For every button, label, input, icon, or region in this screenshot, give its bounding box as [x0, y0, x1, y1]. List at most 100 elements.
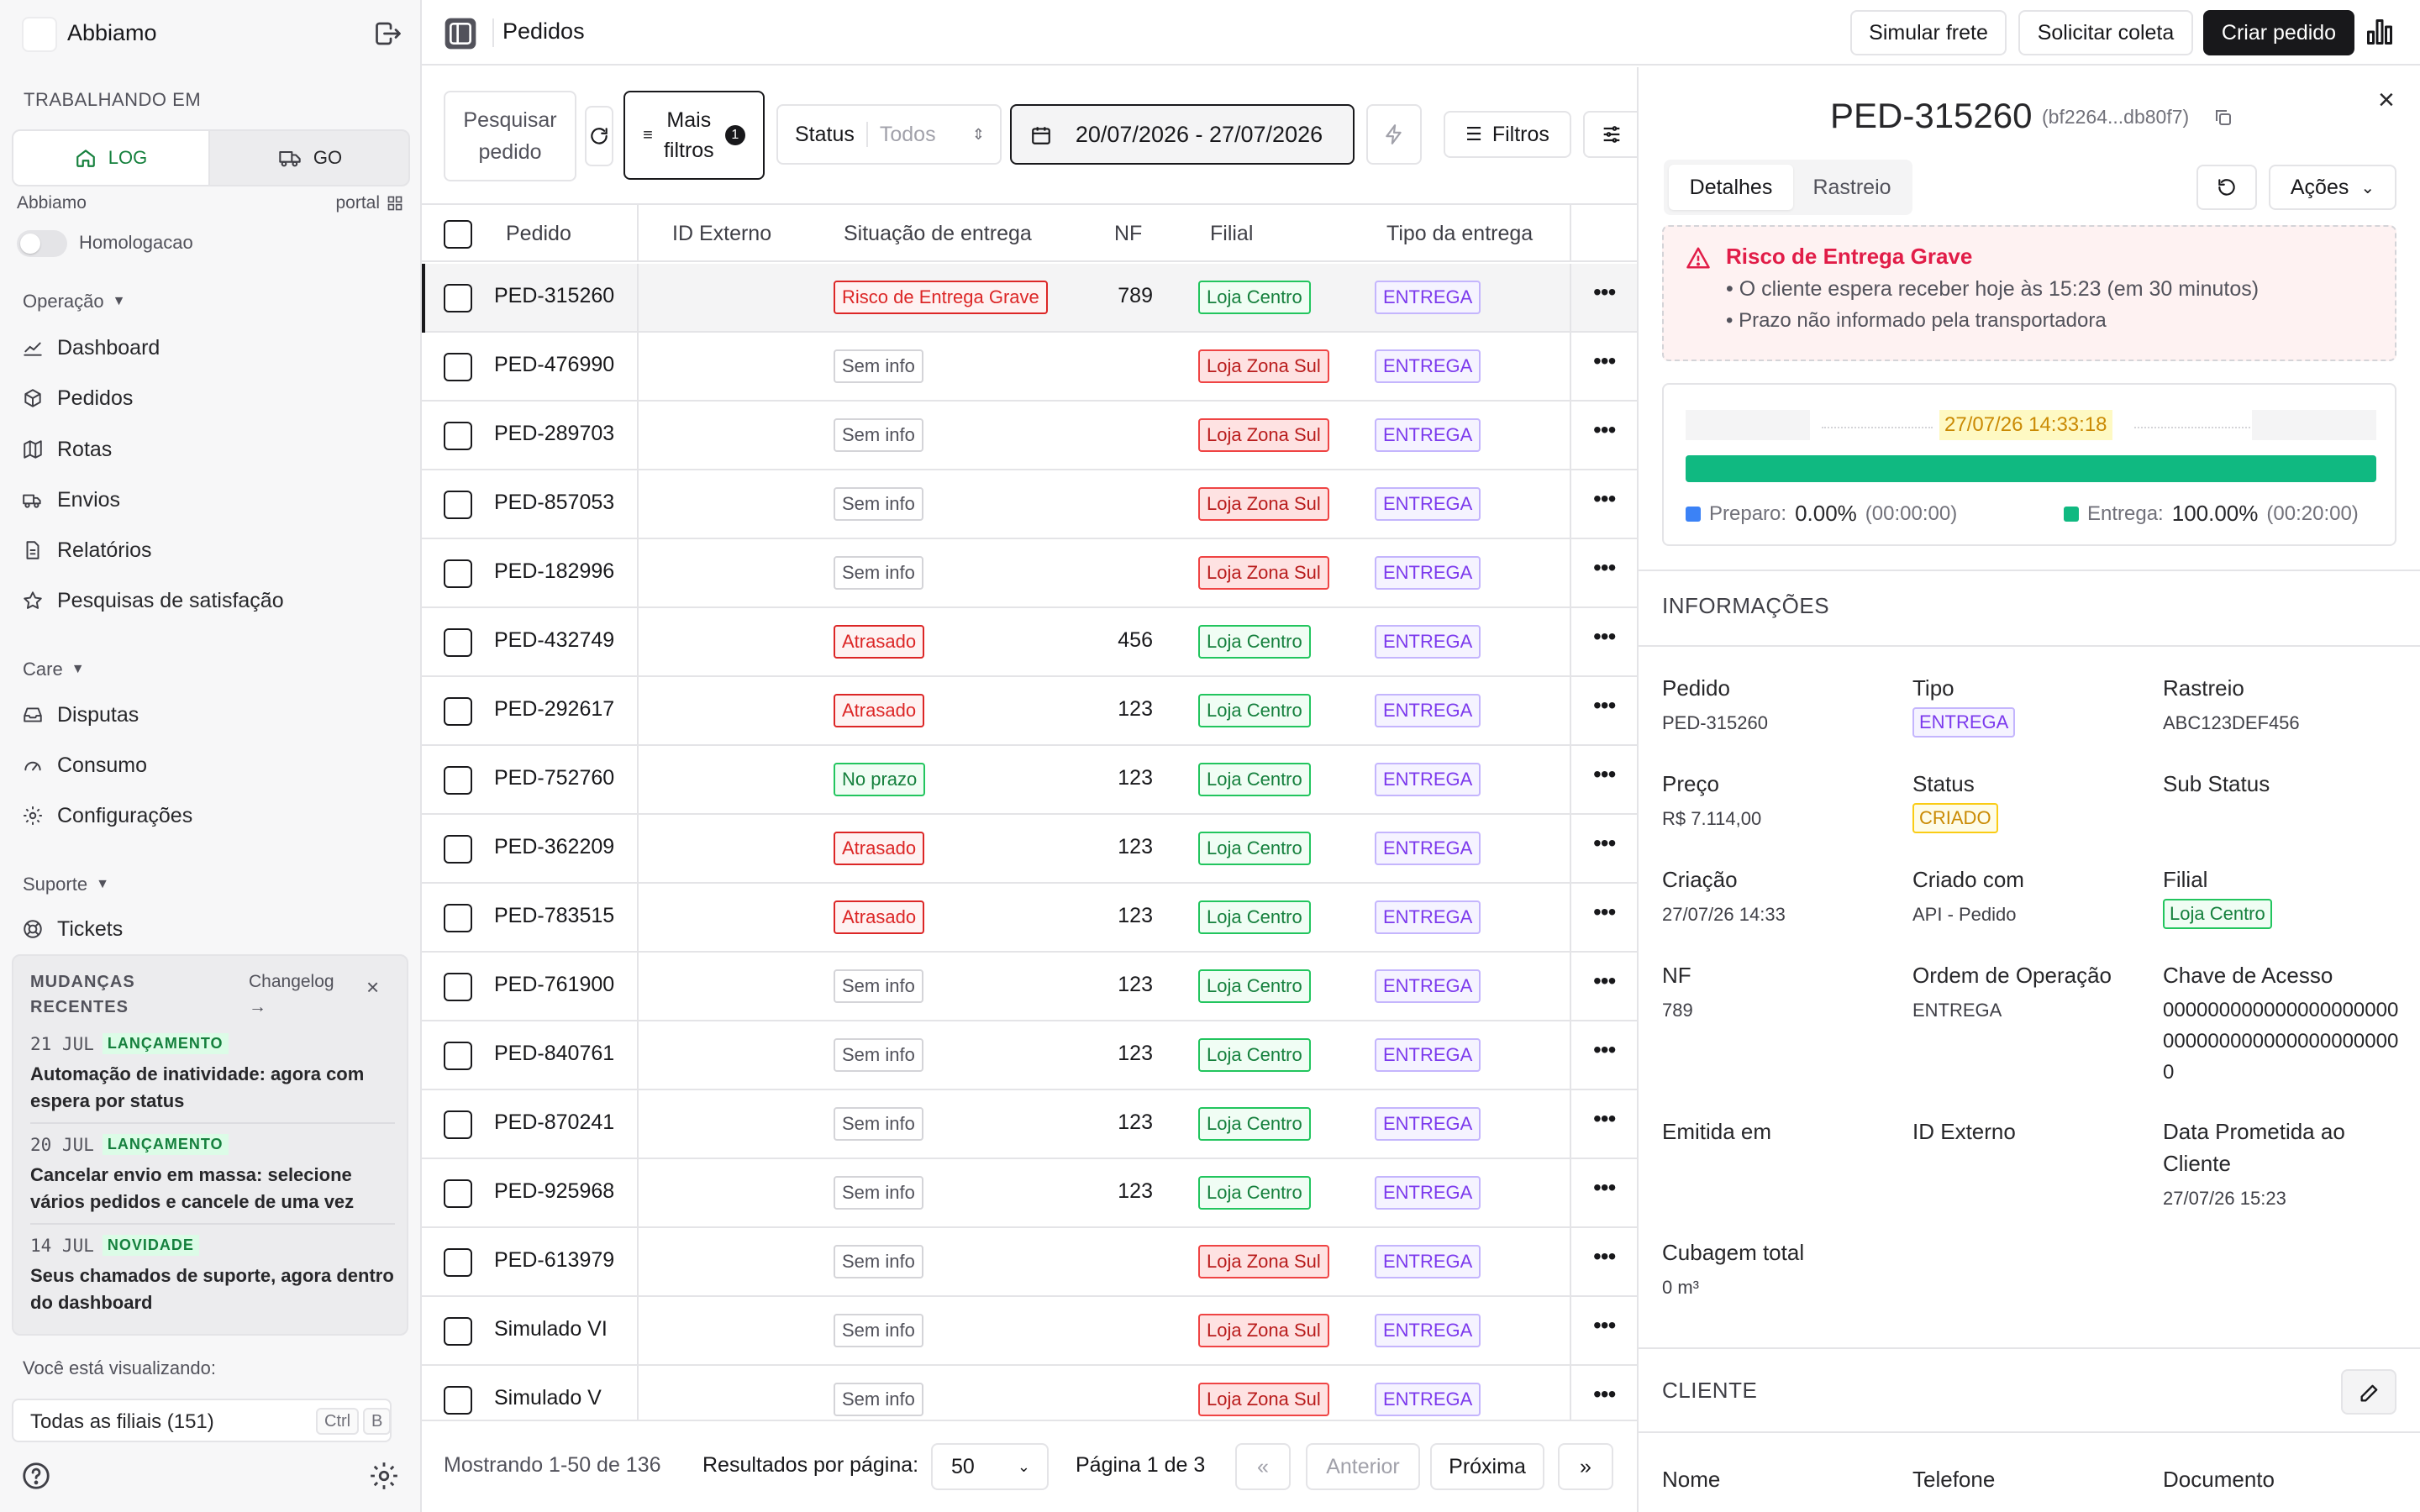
close-icon[interactable]: ×: [366, 974, 380, 1000]
nav-dashboard[interactable]: Dashboard: [22, 331, 160, 365]
org-name[interactable]: Abbiamo: [67, 20, 157, 45]
refresh-button[interactable]: [585, 106, 613, 166]
request-pickup-button[interactable]: Solicitar coleta: [2018, 10, 2193, 55]
column-tipo[interactable]: Tipo da entrega: [1386, 222, 1534, 245]
branch-select[interactable]: Todas as filiais (151) Ctrl B: [12, 1399, 392, 1442]
group-suporte[interactable]: Suporte ▼: [23, 874, 109, 895]
nav-tickets[interactable]: Tickets: [22, 912, 123, 946]
column-situacao[interactable]: Situação de entrega: [844, 222, 1032, 245]
table-row[interactable]: PED-752760 No prazo 123 Loja Centro ENTREGA •…: [422, 746, 1637, 815]
more-filters-button[interactable]: ≡ Mais filtros 1: [623, 91, 765, 180]
more-actions-icon[interactable]: •••: [1593, 1381, 1616, 1407]
portal-link[interactable]: portal: [335, 193, 403, 213]
row-checkbox[interactable]: [444, 904, 472, 932]
row-checkbox[interactable]: [444, 766, 472, 795]
tab-detalhes[interactable]: Detalhes: [1669, 165, 1793, 210]
row-checkbox[interactable]: [444, 835, 472, 864]
table-row[interactable]: PED-432749 Atrasado 456 Loja Centro ENTREGA •…: [422, 608, 1637, 677]
row-checkbox[interactable]: [444, 973, 472, 1001]
row-checkbox[interactable]: [444, 353, 472, 381]
status-select[interactable]: Status Todos ⇕: [776, 104, 1002, 165]
nav-disputas[interactable]: Disputas: [22, 698, 139, 732]
change-item[interactable]: 14 JUL NOVIDADE Seus chamados de suporte,…: [30, 1235, 395, 1316]
row-checkbox[interactable]: [444, 284, 472, 312]
tab-rastreio[interactable]: Rastreio: [1812, 175, 1891, 199]
reload-detail-button[interactable]: [2196, 165, 2257, 210]
row-checkbox[interactable]: [444, 697, 472, 726]
table-row[interactable]: PED-292617 Atrasado 123 Loja Centro ENTREGA •…: [422, 677, 1637, 746]
nav-pesquisas[interactable]: Pesquisas de satisfação: [22, 584, 284, 617]
nav-rotas[interactable]: Rotas: [22, 433, 112, 466]
column-filial[interactable]: Filial: [1210, 222, 1254, 245]
table-row[interactable]: PED-315260 Risco de Entrega Grave 789 Loja …: [422, 264, 1637, 333]
row-checkbox[interactable]: [444, 1042, 472, 1070]
last-page-button[interactable]: »: [1558, 1443, 1613, 1490]
more-actions-icon[interactable]: •••: [1593, 899, 1616, 925]
simulate-freight-button[interactable]: Simular frete: [1850, 10, 2007, 55]
changelog-link[interactable]: Changelog →: [249, 972, 334, 1016]
copy-icon[interactable]: [2213, 108, 2233, 128]
edit-client-button[interactable]: [2341, 1369, 2396, 1415]
column-id-externo[interactable]: ID Externo: [672, 222, 772, 245]
filters-button[interactable]: ☰ Filtros: [1444, 111, 1571, 158]
previous-page-button[interactable]: Anterior: [1306, 1443, 1420, 1490]
row-checkbox[interactable]: [444, 1179, 472, 1208]
nav-relatorios[interactable]: Relatórios: [22, 533, 152, 567]
more-actions-icon[interactable]: •••: [1593, 554, 1616, 580]
more-actions-icon[interactable]: •••: [1593, 279, 1616, 305]
quick-action-button[interactable]: [1366, 104, 1422, 165]
next-page-button[interactable]: Próxima: [1430, 1443, 1544, 1490]
date-range-picker[interactable]: 20/07/2026 - 27/07/2026: [1010, 104, 1355, 165]
row-checkbox[interactable]: [444, 422, 472, 450]
table-row[interactable]: PED-857053 Sem info Loja Zona Sul ENTREGA ••…: [422, 470, 1637, 539]
table-row[interactable]: PED-925968 Sem info 123 Loja Centro ENTREGA •…: [422, 1159, 1637, 1228]
logout-icon[interactable]: [373, 18, 403, 49]
more-actions-icon[interactable]: •••: [1593, 623, 1616, 649]
create-order-button[interactable]: Criar pedido: [2203, 10, 2354, 55]
more-actions-icon[interactable]: •••: [1593, 761, 1616, 787]
row-checkbox[interactable]: [444, 1386, 472, 1415]
first-page-button[interactable]: «: [1235, 1443, 1291, 1490]
more-actions-icon[interactable]: •••: [1593, 1105, 1616, 1131]
more-actions-icon[interactable]: •••: [1593, 968, 1616, 994]
bar-chart-icon[interactable]: [2365, 17, 2395, 47]
group-care[interactable]: Care ▼: [23, 659, 85, 680]
nav-envios[interactable]: Envios: [22, 483, 120, 517]
table-row[interactable]: PED-182996 Sem info Loja Zona Sul ENTREGA ••…: [422, 539, 1637, 608]
change-item[interactable]: 20 JUL LANÇAMENTO Cancelar envio em massa…: [30, 1134, 395, 1215]
row-checkbox[interactable]: [444, 1110, 472, 1139]
row-checkbox[interactable]: [444, 628, 472, 657]
settings-icon[interactable]: [368, 1460, 400, 1492]
more-actions-icon[interactable]: •••: [1593, 417, 1616, 443]
more-actions-icon[interactable]: •••: [1593, 1037, 1616, 1063]
org-logo[interactable]: [22, 17, 57, 52]
environment-toggle[interactable]: [17, 230, 67, 257]
table-row[interactable]: PED-476990 Sem info Loja Zona Sul ENTREGA ••…: [422, 333, 1637, 402]
sidebar-toggle-icon[interactable]: [444, 17, 477, 50]
table-row[interactable]: PED-870241 Sem info 123 Loja Centro ENTREGA •…: [422, 1090, 1637, 1159]
actions-dropdown[interactable]: Ações ⌄: [2269, 165, 2396, 210]
nav-consumo[interactable]: Consumo: [22, 748, 147, 782]
change-item[interactable]: 21 JUL LANÇAMENTO Automação de inatividad…: [30, 1033, 395, 1115]
select-all-checkbox[interactable]: [444, 220, 472, 249]
row-checkbox[interactable]: [444, 1317, 472, 1346]
more-actions-icon[interactable]: •••: [1593, 1312, 1616, 1338]
close-icon[interactable]: ×: [2378, 84, 2395, 116]
column-pedido[interactable]: Pedido: [506, 222, 571, 245]
row-checkbox[interactable]: [444, 559, 472, 588]
columns-settings-button[interactable]: [1583, 111, 1639, 158]
row-checkbox[interactable]: [444, 491, 472, 519]
nav-pedidos[interactable]: Pedidos: [22, 381, 133, 415]
table-row[interactable]: Simulado V Sem info Loja Zona Sul ENTREGA ••…: [422, 1366, 1637, 1420]
nav-configuracoes[interactable]: Configurações: [22, 799, 192, 832]
table-row[interactable]: PED-783515 Atrasado 123 Loja Centro ENTREGA •…: [422, 884, 1637, 953]
help-icon[interactable]: [20, 1460, 52, 1492]
group-operacao[interactable]: Operação ▼: [23, 291, 125, 312]
table-row[interactable]: PED-362209 Atrasado 123 Loja Centro ENTREGA •…: [422, 815, 1637, 884]
table-row[interactable]: Simulado VI Sem info Loja Zona Sul ENTREGA •…: [422, 1297, 1637, 1366]
table-row[interactable]: PED-761900 Sem info 123 Loja Centro ENTREGA •…: [422, 953, 1637, 1021]
row-checkbox[interactable]: [444, 1248, 472, 1277]
more-actions-icon[interactable]: •••: [1593, 486, 1616, 512]
more-actions-icon[interactable]: •••: [1593, 830, 1616, 856]
more-actions-icon[interactable]: •••: [1593, 692, 1616, 718]
